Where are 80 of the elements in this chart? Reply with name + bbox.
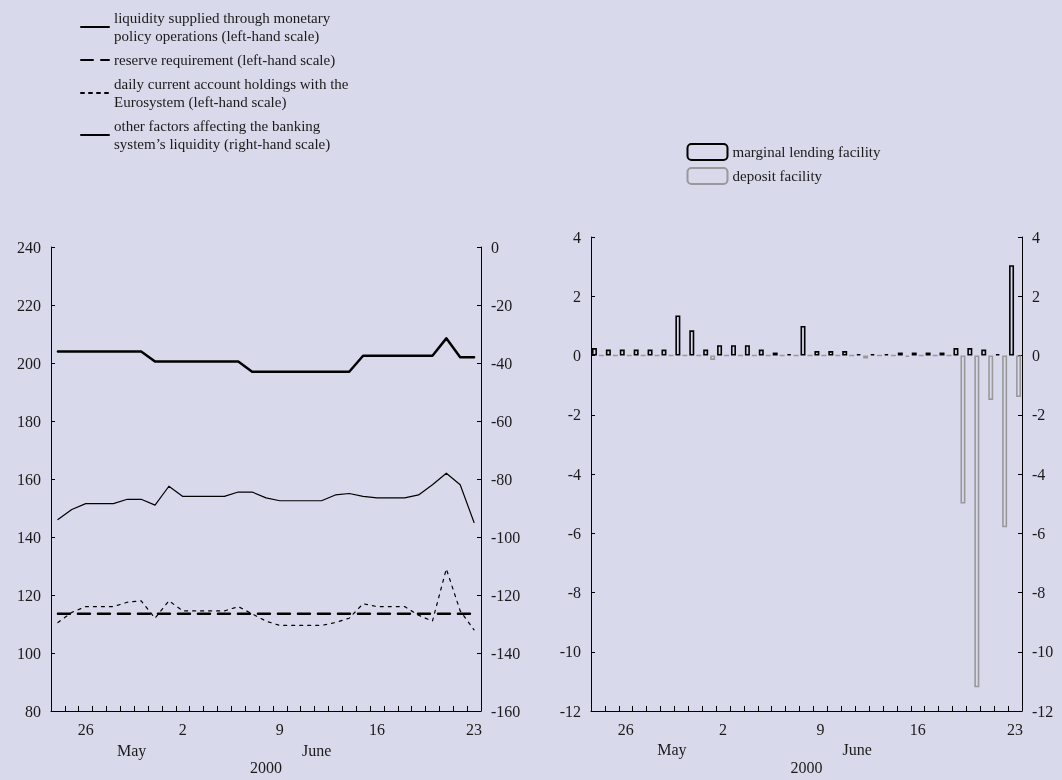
bar (717, 345, 723, 356)
y-tick-label: 220 (17, 296, 41, 314)
text: May (117, 741, 147, 760)
bar (730, 345, 736, 356)
y-tick-label: 2 (573, 287, 581, 305)
y-tick-label: -8 (567, 584, 581, 601)
x-tick-label: 23 (466, 720, 483, 738)
x-tick-label: 23 (1007, 720, 1024, 738)
x-axis-title: 2000 (790, 758, 823, 776)
line-series (56, 337, 476, 373)
bar (1009, 265, 1015, 356)
y-tick-label: -10 (559, 643, 581, 661)
y-tick-label: 80 (25, 702, 41, 720)
x-tick-label: 2 (178, 720, 187, 738)
legend-label: daily current account holdings with the Eurosystem (left-hand scale) (114, 76, 353, 111)
x-tick-label: 9 (816, 720, 825, 738)
y2-tick-label: -20 (491, 296, 513, 314)
text: May (657, 740, 687, 759)
y2-tick-label: -160 (491, 702, 521, 720)
bar (661, 349, 667, 356)
x-tick-label: 26 (77, 720, 94, 738)
bar (633, 349, 639, 356)
y-tick-label: 4 (573, 228, 581, 246)
y2-tick-label: -6 (1032, 524, 1046, 542)
bar (828, 351, 834, 356)
y2-tick-label: 0 (1032, 347, 1040, 364)
y2-tick-label: -2 (1032, 406, 1046, 424)
y2-tick-label: -120 (491, 586, 521, 604)
bar (675, 315, 681, 356)
y2-tick-label: -10 (1032, 643, 1054, 661)
bar (967, 348, 973, 356)
y2-tick-label: -140 (491, 644, 521, 662)
y2-tick-label: 4 (1032, 228, 1040, 246)
y2-tick-label: 2 (1032, 287, 1040, 305)
y2-tick-label: -40 (491, 354, 513, 372)
x-tick-label: 16 (909, 720, 926, 738)
bar (619, 349, 625, 356)
y-tick-label: 160 (17, 470, 41, 488)
bar (981, 349, 987, 356)
legend-label: reserve requirement (left-hand scale) (114, 52, 336, 69)
legend-label: deposit facility (732, 168, 823, 184)
legend-label: marginal lending facility (732, 144, 882, 160)
bar (689, 330, 695, 356)
bar (814, 351, 820, 356)
bar (953, 348, 959, 356)
text: June (842, 740, 872, 758)
x-tick-label: 9 (275, 720, 284, 738)
bar (842, 351, 848, 356)
line-series (57, 568, 475, 631)
x-tick-label: 26 (617, 720, 634, 738)
bar (744, 345, 750, 356)
y-tick-label: 180 (17, 412, 41, 430)
line-series (57, 472, 475, 524)
y2-tick-label: -12 (1032, 702, 1054, 720)
y-tick-label: -4 (567, 465, 581, 483)
y-tick-label: -12 (559, 702, 581, 720)
bar (647, 349, 653, 356)
y-tick-label: 200 (17, 354, 41, 372)
y-tick-label: 240 (17, 238, 41, 256)
y-tick-label: 100 (17, 644, 41, 662)
y2-tick-label: -80 (491, 470, 513, 488)
y-tick-label: 0 (573, 347, 581, 364)
y2-tick-label: -100 (491, 528, 521, 546)
legend-label: liquidity supplied through monetary policy operations (left-hand scale) (114, 10, 334, 45)
y2-tick-label: -8 (1032, 584, 1046, 601)
y2-tick-label: -60 (491, 412, 513, 430)
x-tick-label: 2 (719, 720, 728, 738)
bar (703, 349, 709, 356)
x-tick-label: 16 (368, 720, 385, 738)
y-tick-label: -2 (567, 406, 581, 424)
bar (758, 349, 764, 356)
text: June (301, 741, 332, 759)
y2-tick-label: 0 (491, 238, 499, 256)
y-tick-label: 120 (17, 586, 41, 604)
y-tick-label: 140 (17, 528, 41, 546)
y2-tick-label: -4 (1032, 465, 1046, 483)
legend-label: other factors affecting the banking system’s liquidity (right-hand scale) (114, 118, 331, 153)
y-tick-label: -6 (567, 524, 581, 542)
x-axis-title: 2000 (250, 758, 282, 776)
bar (605, 349, 611, 356)
